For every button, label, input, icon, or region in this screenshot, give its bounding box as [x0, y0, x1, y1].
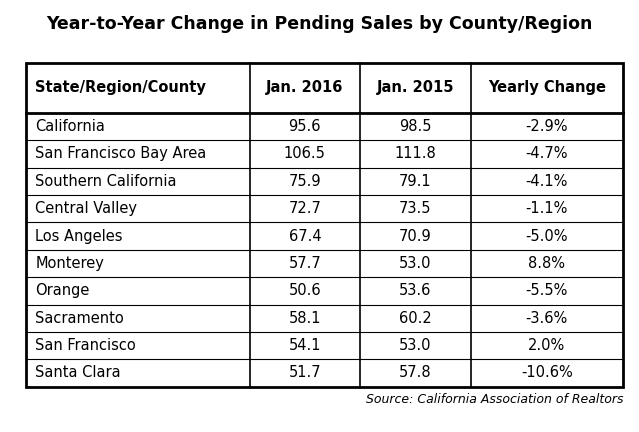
Text: -3.6%: -3.6% [526, 311, 568, 326]
Text: 98.5: 98.5 [399, 119, 432, 134]
Text: San Francisco: San Francisco [35, 338, 136, 353]
Text: Southern California: Southern California [35, 174, 176, 189]
Text: Monterey: Monterey [35, 256, 104, 271]
Text: 2.0%: 2.0% [528, 338, 566, 353]
Text: 54.1: 54.1 [289, 338, 321, 353]
Text: -2.9%: -2.9% [526, 119, 568, 134]
Text: Los Angeles: Los Angeles [35, 229, 123, 244]
Text: Jan. 2015: Jan. 2015 [376, 80, 454, 95]
Text: -5.5%: -5.5% [526, 283, 568, 299]
Text: 70.9: 70.9 [399, 229, 432, 244]
Text: 75.9: 75.9 [289, 174, 321, 189]
Text: Central Valley: Central Valley [35, 201, 137, 216]
Text: -10.6%: -10.6% [521, 365, 573, 381]
Text: 73.5: 73.5 [399, 201, 432, 216]
Text: 67.4: 67.4 [289, 229, 321, 244]
Text: Santa Clara: Santa Clara [35, 365, 121, 381]
Text: 8.8%: 8.8% [528, 256, 566, 271]
Text: 111.8: 111.8 [394, 146, 436, 162]
Text: Source: California Association of Realtors: Source: California Association of Realto… [366, 393, 623, 406]
Text: -5.0%: -5.0% [526, 229, 568, 244]
Text: 53.0: 53.0 [399, 256, 432, 271]
Text: Jan. 2016: Jan. 2016 [266, 80, 344, 95]
Text: 51.7: 51.7 [289, 365, 321, 381]
Text: 60.2: 60.2 [399, 311, 432, 326]
Text: 95.6: 95.6 [289, 119, 321, 134]
Text: Yearly Change: Yearly Change [488, 80, 606, 95]
Text: 53.6: 53.6 [399, 283, 431, 299]
Text: -4.7%: -4.7% [526, 146, 568, 162]
Text: San Francisco Bay Area: San Francisco Bay Area [35, 146, 206, 162]
Text: State/Region/County: State/Region/County [35, 80, 206, 95]
Text: Year-to-Year Change in Pending Sales by County/Region: Year-to-Year Change in Pending Sales by … [46, 15, 593, 33]
Text: Orange: Orange [35, 283, 89, 299]
Text: -4.1%: -4.1% [526, 174, 568, 189]
Text: 106.5: 106.5 [284, 146, 326, 162]
Text: 72.7: 72.7 [288, 201, 321, 216]
Text: 79.1: 79.1 [399, 174, 432, 189]
Text: 57.7: 57.7 [288, 256, 321, 271]
Text: California: California [35, 119, 105, 134]
Text: -1.1%: -1.1% [526, 201, 568, 216]
Text: 57.8: 57.8 [399, 365, 432, 381]
Text: Sacramento: Sacramento [35, 311, 124, 326]
Text: 53.0: 53.0 [399, 338, 432, 353]
Text: 58.1: 58.1 [289, 311, 321, 326]
Text: 50.6: 50.6 [289, 283, 321, 299]
